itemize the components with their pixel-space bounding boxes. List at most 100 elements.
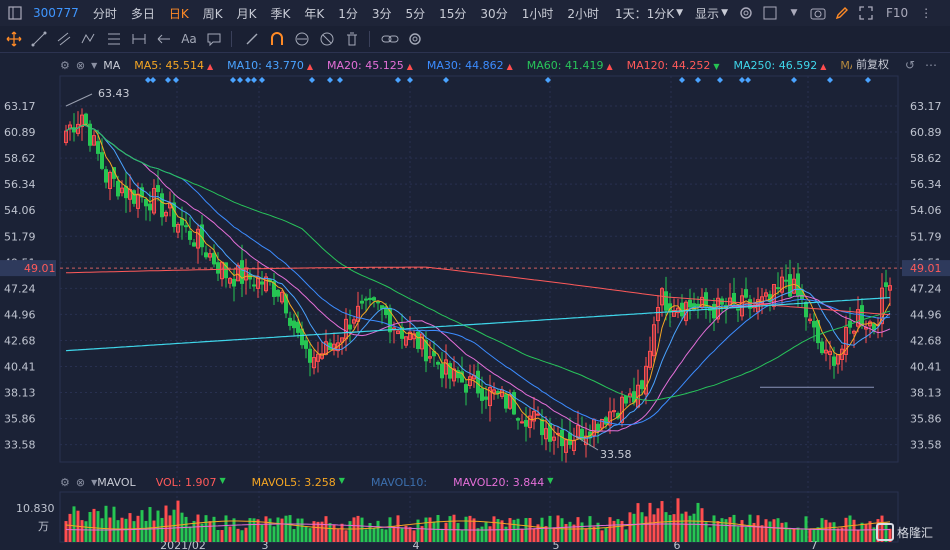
vol-settings-icon[interactable]: ⚙: [60, 475, 70, 489]
candle-body: [276, 289, 280, 297]
crosshair-move-icon[interactable]: [3, 28, 25, 50]
ma-legend: ⚙ ⊗ ▼ MA MA5: 45.514 ▲ MA10: 43.770 ▲ MA20: …: [0, 56, 950, 74]
volume-bar: [488, 526, 492, 542]
ma-value: MA120: 44.252 ▼: [627, 59, 720, 72]
period-tab[interactable]: 年K: [304, 6, 325, 21]
trash-icon[interactable]: [341, 28, 363, 50]
sidebar-toggle-icon[interactable]: [6, 3, 24, 23]
volume-bar: [228, 526, 232, 542]
expand-icon[interactable]: [857, 3, 875, 23]
magnet-icon[interactable]: [266, 28, 288, 50]
period-tab[interactable]: 30分: [480, 6, 508, 21]
gear-icon[interactable]: [737, 3, 755, 23]
f10-button[interactable]: F10: [885, 6, 909, 20]
period-tab[interactable]: 5分: [405, 6, 426, 21]
line-tool-icon[interactable]: [28, 28, 50, 50]
chevron-down-icon[interactable]: ▼: [790, 8, 798, 18]
candle-body: [124, 185, 128, 199]
candle-body: [884, 282, 888, 287]
period-tab[interactable]: 15分: [439, 6, 467, 21]
drawing-settings-icon[interactable]: [404, 28, 426, 50]
volume-bar: [724, 519, 728, 542]
chevron-down-icon[interactable]: ▼: [91, 477, 98, 487]
candle-body: [504, 394, 508, 409]
volume-bar: [852, 519, 856, 542]
period-tab[interactable]: 日K: [168, 6, 189, 21]
show-dropdown[interactable]: 显示 ▼: [692, 3, 731, 23]
lock-drawing-icon[interactable]: [291, 28, 313, 50]
period-tab[interactable]: 季K: [270, 6, 291, 21]
candle-body: [640, 380, 644, 390]
volume-bar: [124, 518, 128, 542]
period-tab[interactable]: 1小时: [521, 6, 554, 21]
x-axis-label: 2021/02: [160, 539, 206, 550]
pencil-icon[interactable]: [833, 3, 851, 23]
volume-bar: [888, 528, 892, 542]
chevron-down-icon[interactable]: ▼: [91, 60, 98, 70]
y-axis-label-left: 54.06: [4, 204, 36, 217]
period-dropdown[interactable]: 1天：1分K ▼: [612, 3, 686, 23]
volume-bar: [740, 520, 744, 542]
camera-icon[interactable]: [809, 3, 827, 23]
volume-bar: [260, 524, 264, 542]
mavol-legend: ⚙ ⊗ ▼ MAVOL VOL: 1.907 ▼ MAVOL5: 3.258 ▼ MAV…: [0, 474, 950, 490]
ma-settings-icon[interactable]: ⚙: [60, 58, 70, 72]
candle-body: [760, 296, 764, 304]
candle-body: [664, 291, 668, 311]
close-icon[interactable]: ⊗: [75, 475, 86, 489]
range-tool-icon[interactable]: [128, 28, 150, 50]
volume-bar: [760, 525, 764, 542]
more-options-icon[interactable]: ⋯: [925, 58, 937, 72]
volume-bar: [752, 522, 756, 542]
volume-bar: [252, 518, 256, 542]
volume-bar: [536, 524, 540, 542]
volume-bar: [572, 524, 576, 542]
volume-bar: [688, 515, 692, 542]
channel-tool-icon[interactable]: [53, 28, 75, 50]
volume-bar: [736, 526, 740, 542]
volume-bar: [772, 519, 776, 542]
close-icon[interactable]: ⊗: [75, 58, 86, 72]
current-price-tag-left: [0, 260, 56, 277]
volume-bar: [748, 514, 752, 542]
volume-bar: [476, 528, 480, 542]
checkbox-icon[interactable]: [761, 3, 779, 23]
candle-body: [288, 317, 292, 326]
candle-body: [512, 392, 516, 415]
link-icon[interactable]: [379, 28, 401, 50]
undo-icon[interactable]: ↺: [905, 58, 916, 72]
candle-body: [348, 324, 352, 330]
period-tab[interactable]: 月K: [236, 6, 257, 21]
hide-drawing-icon[interactable]: [316, 28, 338, 50]
volume-bar: [564, 523, 568, 542]
volume-bar: [192, 520, 196, 542]
more-vertical-icon[interactable]: ⋮: [920, 6, 933, 20]
volume-bar: [784, 522, 788, 542]
candle-body: [284, 294, 288, 314]
eraser-icon[interactable]: [241, 28, 263, 50]
candle-body: [132, 190, 136, 204]
wave-tool-icon[interactable]: [78, 28, 100, 50]
x-axis-label: 4: [413, 539, 420, 550]
period-tab[interactable]: 2小时: [567, 6, 599, 21]
period-tab[interactable]: 分时: [92, 6, 117, 21]
period-tab[interactable]: 1分: [338, 6, 358, 21]
candle-body: [764, 292, 768, 297]
volume-bar: [696, 502, 700, 542]
period-tab[interactable]: 多日: [130, 6, 155, 21]
text-tool-icon[interactable]: Aa: [181, 32, 197, 46]
y-axis-label-right: 42.68: [910, 334, 942, 347]
volume-bar: [412, 530, 416, 542]
volume-bar: [668, 514, 672, 542]
adjust-mode-button[interactable]: 前复权: [852, 56, 893, 74]
fibonacci-tool-icon[interactable]: [103, 28, 125, 50]
candle-body: [772, 284, 776, 307]
volume-bar: [552, 527, 556, 542]
period-tab[interactable]: 3分: [371, 6, 392, 21]
arrow-tool-icon[interactable]: [153, 28, 175, 50]
candle-body: [260, 281, 264, 285]
volume-bar: [236, 528, 240, 542]
period-tab[interactable]: 周K: [202, 6, 223, 21]
comment-tool-icon[interactable]: [203, 28, 225, 50]
